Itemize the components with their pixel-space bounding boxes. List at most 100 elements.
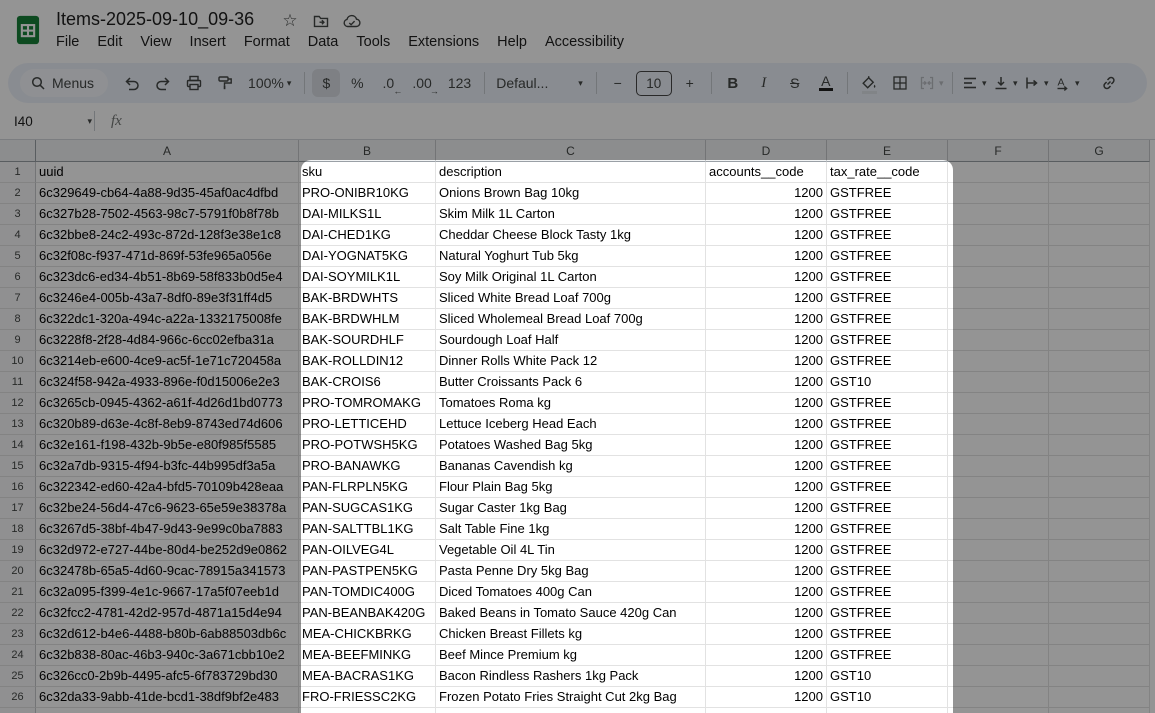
cell-A16[interactable]: 6c322342-ed60-42a4-bfd5-70109b428eaa [36, 477, 299, 498]
cell-F4[interactable] [948, 225, 1049, 246]
cell-A17[interactable]: 6c32be24-56d4-47c6-9623-65e59e38378a [36, 498, 299, 519]
cell-A10[interactable]: 6c3214eb-e600-4ce9-ac5f-1e71c720458a [36, 351, 299, 372]
format-currency-button[interactable]: $ [312, 69, 341, 97]
cell-G21[interactable] [1049, 582, 1150, 603]
row-header-5[interactable]: 5 [0, 246, 36, 267]
cell-F23[interactable] [948, 624, 1049, 645]
cell-A15[interactable]: 6c32a7db-9315-4f94-b3fc-44b995df3a5a [36, 456, 299, 477]
cell-A13[interactable]: 6c320b89-d63e-4c8f-8eb9-8743ed74d606 [36, 414, 299, 435]
row-header-6[interactable]: 6 [0, 267, 36, 288]
cell-G26[interactable] [1049, 687, 1150, 708]
row-header-12[interactable]: 12 [0, 393, 36, 414]
cell-G8[interactable] [1049, 309, 1150, 330]
row-header-3[interactable]: 3 [0, 204, 36, 225]
menu-item-help[interactable]: Help [497, 34, 527, 50]
cell-G[interactable] [1049, 708, 1150, 713]
cell-B3[interactable]: DAI-MILKS1L [299, 204, 436, 225]
menus-search-button[interactable]: Menus [20, 69, 109, 97]
vertical-align-button[interactable]: ▾ [991, 69, 1019, 97]
cell-C17[interactable]: Sugar Caster 1kg Bag [436, 498, 706, 519]
cell-E21[interactable]: GSTFREE [827, 582, 948, 603]
cell-A6[interactable]: 6c323dc6-ed34-4b51-8b69-58f833b0d5e4 [36, 267, 299, 288]
cell-C3[interactable]: Skim Milk 1L Carton [436, 204, 706, 225]
cell-A14[interactable]: 6c32e161-f198-432b-9b5e-e80f985f5585 [36, 435, 299, 456]
menu-item-data[interactable]: Data [307, 34, 339, 50]
row-header-20[interactable]: 20 [0, 561, 36, 582]
cell-B5[interactable]: DAI-YOGNAT5KG [299, 246, 436, 267]
cell-A11[interactable]: 6c324f58-942a-4933-896e-f0d15006e2e3 [36, 372, 299, 393]
row-header-9[interactable]: 9 [0, 330, 36, 351]
cell-D19[interactable]: 1200 [706, 540, 827, 561]
number-format-button[interactable]: 123 [447, 75, 472, 91]
row-header-18[interactable]: 18 [0, 519, 36, 540]
cell-C19[interactable]: Vegetable Oil 4L Tin [436, 540, 706, 561]
cell-A12[interactable]: 6c3265cb-0945-4362-a61f-4d26d1bd0773 [36, 393, 299, 414]
cell-C26[interactable]: Frozen Potato Fries Straight Cut 2kg Bag [436, 687, 706, 708]
cell-F2[interactable] [948, 183, 1049, 204]
cell-C11[interactable]: Butter Croissants Pack 6 [436, 372, 706, 393]
cell-B2[interactable]: PRO-ONIBR10KG [299, 183, 436, 204]
menu-item-accessibility[interactable]: Accessibility [545, 34, 624, 50]
cell-E14[interactable]: GSTFREE [827, 435, 948, 456]
cell-C6[interactable]: Soy Milk Original 1L Carton [436, 267, 706, 288]
row-header-1[interactable]: 1 [0, 162, 36, 183]
cell-B10[interactable]: BAK-ROLLDIN12 [299, 351, 436, 372]
cell-C1[interactable]: description [436, 162, 706, 183]
strikethrough-button[interactable]: S [790, 75, 800, 91]
cell-A9[interactable]: 6c3228f8-2f28-4d84-966c-6cc02efba31a [36, 330, 299, 351]
cell-A2[interactable]: 6c329649-cb64-4a88-9d35-45af0ac4dfbd [36, 183, 299, 204]
row-header-17[interactable]: 17 [0, 498, 36, 519]
cell-B[interactable] [299, 708, 436, 713]
move-to-folder-icon[interactable] [311, 11, 331, 31]
cell-E10[interactable]: GSTFREE [827, 351, 948, 372]
cell-E15[interactable]: GSTFREE [827, 456, 948, 477]
cell-B19[interactable]: PAN-OILVEG4L [299, 540, 436, 561]
cell-B24[interactable]: MEA-BEEFMINKG [299, 645, 436, 666]
cell-C8[interactable]: Sliced Wholemeal Bread Loaf 700g [436, 309, 706, 330]
cell-E7[interactable]: GSTFREE [827, 288, 948, 309]
cell-B1[interactable]: sku [299, 162, 436, 183]
cell-G13[interactable] [1049, 414, 1150, 435]
cell-E9[interactable]: GSTFREE [827, 330, 948, 351]
row-header-10[interactable]: 10 [0, 351, 36, 372]
cell-D14[interactable]: 1200 [706, 435, 827, 456]
cell-D24[interactable]: 1200 [706, 645, 827, 666]
cell-E3[interactable]: GSTFREE [827, 204, 948, 225]
row-header-13[interactable]: 13 [0, 414, 36, 435]
cell-F11[interactable] [948, 372, 1049, 393]
row-header-19[interactable]: 19 [0, 540, 36, 561]
cell-D13[interactable]: 1200 [706, 414, 827, 435]
column-header-F[interactable]: F [948, 140, 1049, 162]
cell-G22[interactable] [1049, 603, 1150, 624]
cell-D12[interactable]: 1200 [706, 393, 827, 414]
cell-G24[interactable] [1049, 645, 1150, 666]
cell-B26[interactable]: FRO-FRIESSC2KG [299, 687, 436, 708]
cell-B12[interactable]: PRO-TOMROMAKG [299, 393, 436, 414]
cell-A24[interactable]: 6c32b838-80ac-46b3-940c-3a671cbb10e2 [36, 645, 299, 666]
fill-color-button[interactable] [855, 69, 883, 97]
cell-G23[interactable] [1049, 624, 1150, 645]
cell-B17[interactable]: PAN-SUGCAS1KG [299, 498, 436, 519]
cell-A21[interactable]: 6c32a095-f399-4e1c-9667-17a5f07eeb1d [36, 582, 299, 603]
increase-font-size-button[interactable]: + [685, 75, 694, 91]
cell-F10[interactable] [948, 351, 1049, 372]
cell-G17[interactable] [1049, 498, 1150, 519]
row-header-14[interactable]: 14 [0, 435, 36, 456]
row-header-11[interactable]: 11 [0, 372, 36, 393]
cell-C5[interactable]: Natural Yoghurt Tub 5kg [436, 246, 706, 267]
document-title[interactable]: Items-2025-09-10_09-36 [56, 9, 255, 29]
cell-B13[interactable]: PRO-LETTICEHD [299, 414, 436, 435]
cell-C12[interactable]: Tomatoes Roma kg [436, 393, 706, 414]
cell-D8[interactable]: 1200 [706, 309, 827, 330]
cell-D20[interactable]: 1200 [706, 561, 827, 582]
cell-C20[interactable]: Pasta Penne Dry 5kg Bag [436, 561, 706, 582]
cell-G18[interactable] [1049, 519, 1150, 540]
cell-F8[interactable] [948, 309, 1049, 330]
cell-F19[interactable] [948, 540, 1049, 561]
cell-D5[interactable]: 1200 [706, 246, 827, 267]
row-header-25[interactable]: 25 [0, 666, 36, 687]
sheets-logo-icon[interactable] [13, 14, 43, 46]
cell-C16[interactable]: Flour Plain Bag 5kg [436, 477, 706, 498]
increase-decimal-button[interactable]: .00 → [412, 75, 439, 96]
select-all-corner[interactable] [0, 140, 36, 162]
